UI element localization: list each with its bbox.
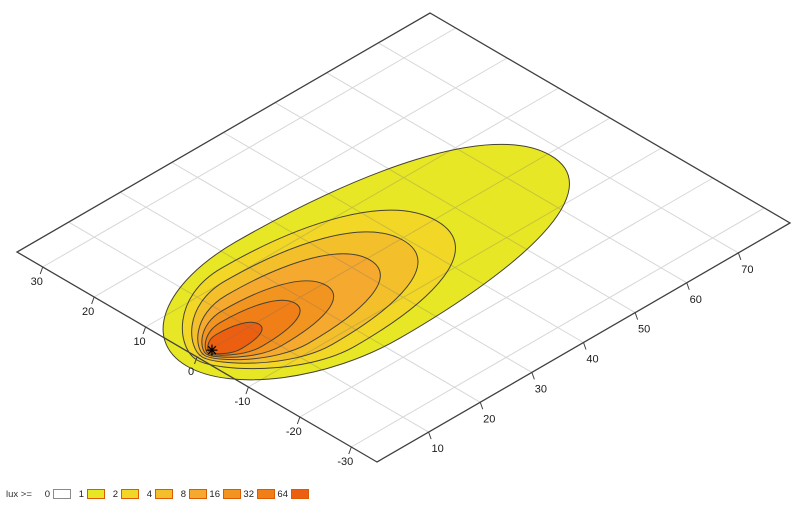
legend-value-label: 4	[146, 488, 152, 500]
legend-swatch	[53, 489, 71, 499]
legend-value-label: 2	[112, 488, 118, 500]
x-axis-tick	[737, 252, 742, 261]
legend-item-lux-16: 16	[208, 489, 242, 500]
y-axis-tick	[245, 386, 249, 395]
contour-line-lux-1	[162, 143, 570, 381]
x-axis-tick-label: 10	[432, 443, 444, 455]
y-axis-tick-label: 20	[82, 306, 94, 318]
y-axis-tick	[91, 296, 95, 305]
legend-value-label: 0	[44, 488, 50, 500]
legend-swatch	[155, 489, 173, 499]
x-axis-tick	[479, 402, 484, 410]
y-axis-tick-label: 30	[31, 276, 43, 288]
x-axis-tick-label: 20	[483, 413, 495, 425]
legend-swatch	[189, 489, 207, 499]
x-axis-tick	[583, 342, 587, 350]
x-axis-tick-label: 30	[535, 383, 547, 395]
x-axis-tick-label: 50	[638, 324, 650, 336]
legend-value-label: 16	[209, 488, 220, 500]
plot-border	[15, 12, 792, 463]
x-axis-tick	[634, 312, 639, 320]
legend-swatch	[121, 489, 139, 499]
x-axis-tick-label: 70	[741, 264, 753, 276]
y-axis-tick	[142, 326, 147, 335]
legend-swatch	[291, 489, 309, 499]
legend-item-lux-0: 0	[38, 489, 72, 500]
legend-item-lux-32: 32	[242, 489, 276, 500]
x-axis-tick-label: 60	[690, 294, 702, 306]
legend-swatch	[223, 489, 241, 499]
contour-line-lux-16	[201, 280, 335, 358]
legend-item-lux-4: 4	[140, 489, 174, 500]
contour-line-lux-4	[191, 231, 419, 364]
y-axis-tick-label: 0	[188, 366, 194, 378]
legend-swatch	[87, 489, 105, 499]
contour-line-lux-64	[207, 321, 263, 355]
contour-fill-lux-64	[207, 322, 263, 354]
source-marker-asterisk	[207, 345, 217, 355]
y-axis-tick	[348, 446, 352, 455]
legend-title: lux >=	[6, 488, 32, 500]
y-axis-tick	[39, 266, 44, 275]
legend: lux >= 0 1 2 4 8 16 32 64	[6, 486, 310, 502]
contour-line-lux-32	[204, 299, 301, 356]
x-axis-tick-label: 40	[586, 354, 598, 366]
legend-item-lux-1: 1	[72, 489, 106, 500]
legend-item-lux-2: 2	[106, 489, 140, 500]
contour-line-lux-8	[197, 253, 381, 361]
grid-lines	[42, 27, 765, 448]
y-axis-tick	[194, 356, 198, 365]
legend-value-label: 32	[243, 488, 254, 500]
legend-value-label: 64	[277, 488, 288, 500]
y-axis-tick-label: 10	[133, 336, 145, 348]
legend-value-label: 1	[78, 488, 84, 500]
legend-value-label: 8	[180, 488, 186, 500]
legend-item-lux-64: 64	[276, 489, 310, 500]
y-axis-tick-label: -10	[234, 396, 250, 408]
x-axis-tick	[428, 431, 432, 440]
x-axis-tick	[531, 372, 535, 380]
y-axis-tick-label: -20	[286, 426, 302, 438]
y-axis-tick-label: -30	[337, 456, 353, 468]
contour-line-lux-2	[181, 209, 456, 370]
y-axis-tick	[296, 416, 301, 425]
legend-swatch	[257, 489, 275, 499]
legend-item-lux-8: 8	[174, 489, 208, 500]
x-axis-tick	[686, 282, 690, 290]
